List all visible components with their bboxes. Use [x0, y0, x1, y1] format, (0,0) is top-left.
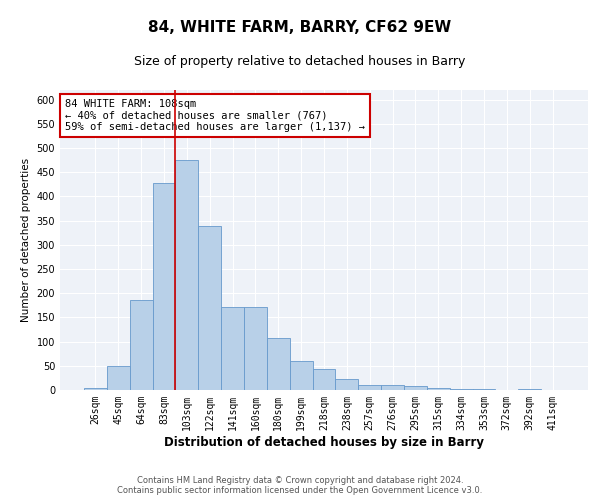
Bar	[404, 386, 427, 390]
Bar	[335, 380, 358, 390]
Bar	[290, 361, 313, 390]
Bar	[313, 369, 335, 390]
Bar	[84, 388, 107, 390]
Bar	[518, 389, 541, 390]
Y-axis label: Number of detached properties: Number of detached properties	[21, 158, 31, 322]
Text: Contains HM Land Registry data © Crown copyright and database right 2024.
Contai: Contains HM Land Registry data © Crown c…	[118, 476, 482, 495]
Bar	[198, 226, 221, 390]
Bar	[358, 385, 381, 390]
Bar	[244, 307, 267, 390]
Bar	[267, 338, 290, 390]
Bar	[130, 300, 152, 390]
Text: 84 WHITE FARM: 108sqm
← 40% of detached houses are smaller (767)
59% of semi-det: 84 WHITE FARM: 108sqm ← 40% of detached …	[65, 99, 365, 132]
Bar	[221, 307, 244, 390]
Bar	[450, 388, 473, 390]
Bar	[427, 388, 450, 390]
Text: Size of property relative to detached houses in Barry: Size of property relative to detached ho…	[134, 55, 466, 68]
Bar	[107, 366, 130, 390]
Bar	[175, 160, 198, 390]
Bar	[473, 389, 496, 390]
Text: 84, WHITE FARM, BARRY, CF62 9EW: 84, WHITE FARM, BARRY, CF62 9EW	[148, 20, 452, 35]
X-axis label: Distribution of detached houses by size in Barry: Distribution of detached houses by size …	[164, 436, 484, 448]
Bar	[152, 183, 175, 390]
Bar	[381, 385, 404, 390]
